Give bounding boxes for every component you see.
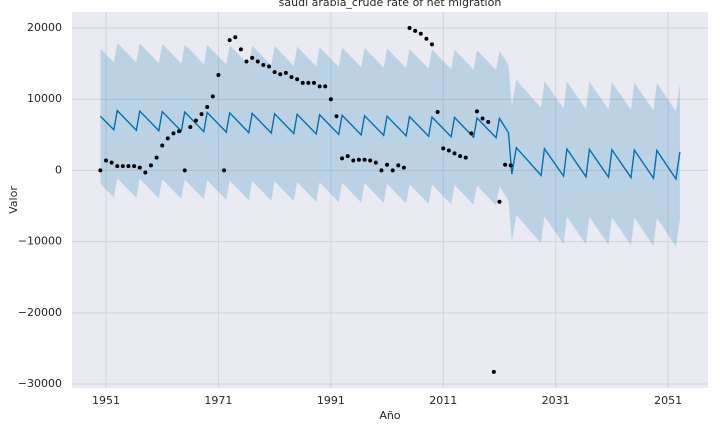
observed-point: [210, 94, 215, 99]
observed-point: [154, 155, 159, 160]
observed-point: [503, 162, 508, 167]
observed-point: [109, 160, 114, 165]
observed-point: [98, 168, 103, 173]
observed-point: [497, 199, 502, 204]
observed-point: [345, 154, 350, 159]
observed-point: [233, 35, 238, 40]
observed-point: [272, 70, 277, 75]
observed-point: [351, 158, 356, 163]
observed-point: [463, 155, 468, 160]
observed-point: [328, 97, 333, 102]
x-tick-label: 2051: [654, 394, 682, 407]
observed-point: [413, 28, 418, 33]
observed-point: [222, 168, 227, 173]
observed-point: [373, 160, 378, 165]
observed-point: [334, 114, 339, 119]
observed-point: [238, 47, 243, 52]
observed-point: [289, 75, 294, 80]
observed-point: [227, 38, 232, 43]
observed-point: [250, 55, 255, 60]
observed-point: [317, 84, 322, 89]
observed-point: [199, 112, 204, 117]
observed-point: [418, 31, 423, 36]
observed-point: [120, 164, 125, 169]
plot-area: [72, 12, 708, 388]
observed-point: [469, 131, 474, 136]
x-tick-label: 1971: [204, 394, 232, 407]
observed-point: [261, 63, 266, 68]
y-tick-label: 0: [55, 163, 62, 176]
y-axis-label: Valor: [7, 186, 20, 214]
observed-point: [216, 73, 221, 78]
observed-point: [401, 165, 406, 170]
observed-point: [356, 157, 361, 162]
chart-title: saudi arabia_crude rate of net migration: [279, 0, 502, 9]
observed-point: [188, 124, 193, 129]
observed-point: [143, 170, 148, 175]
y-tick-label: −30000: [18, 377, 62, 390]
observed-point: [177, 129, 182, 134]
observed-point: [132, 164, 137, 169]
y-tick-label: −10000: [18, 235, 62, 248]
observed-point: [385, 162, 390, 167]
observed-point: [446, 148, 451, 153]
observed-point: [491, 369, 496, 374]
x-axis-label: Año: [379, 409, 400, 422]
observed-point: [441, 146, 446, 151]
x-tick-label: 2031: [542, 394, 570, 407]
observed-point: [452, 151, 457, 156]
observed-point: [323, 84, 328, 89]
observed-point: [435, 110, 440, 115]
observed-point: [311, 80, 316, 85]
observed-point: [126, 164, 131, 169]
observed-point: [182, 168, 187, 173]
observed-point: [283, 70, 288, 75]
observed-point: [193, 118, 198, 123]
observed-point: [255, 59, 260, 64]
observed-point: [379, 168, 384, 173]
observed-point: [407, 26, 412, 31]
observed-point: [267, 64, 272, 69]
observed-point: [306, 80, 311, 85]
observed-point: [458, 154, 463, 159]
y-tick-label: −20000: [18, 306, 62, 319]
observed-point: [390, 168, 395, 173]
forecast-line: [99, 109, 681, 181]
observed-point: [430, 42, 435, 47]
observed-point: [171, 131, 176, 136]
observed-point: [508, 163, 513, 168]
observed-point: [424, 36, 429, 41]
observed-point: [244, 59, 249, 64]
observed-point: [300, 80, 305, 85]
observed-point: [137, 165, 142, 170]
observed-point: [368, 158, 373, 163]
observed-point: [165, 136, 170, 141]
x-tick-label: 1951: [92, 394, 120, 407]
observed-point: [362, 157, 367, 162]
uncertainty-band: [100, 42, 680, 247]
observed-point: [205, 105, 210, 110]
y-tick-label: 10000: [27, 92, 62, 105]
x-tick-label: 1991: [317, 394, 345, 407]
observed-point: [160, 143, 165, 148]
observed-point: [295, 77, 300, 82]
observed-point: [480, 116, 485, 121]
observed-point: [104, 158, 109, 163]
observed-point: [115, 164, 120, 169]
observed-point: [396, 163, 401, 168]
x-tick-label: 2011: [429, 394, 457, 407]
observed-point: [486, 120, 491, 125]
observed-point: [278, 72, 283, 77]
observed-point: [148, 163, 153, 168]
y-tick-label: 20000: [27, 21, 62, 34]
observed-point: [340, 156, 345, 161]
observed-point: [474, 109, 479, 114]
